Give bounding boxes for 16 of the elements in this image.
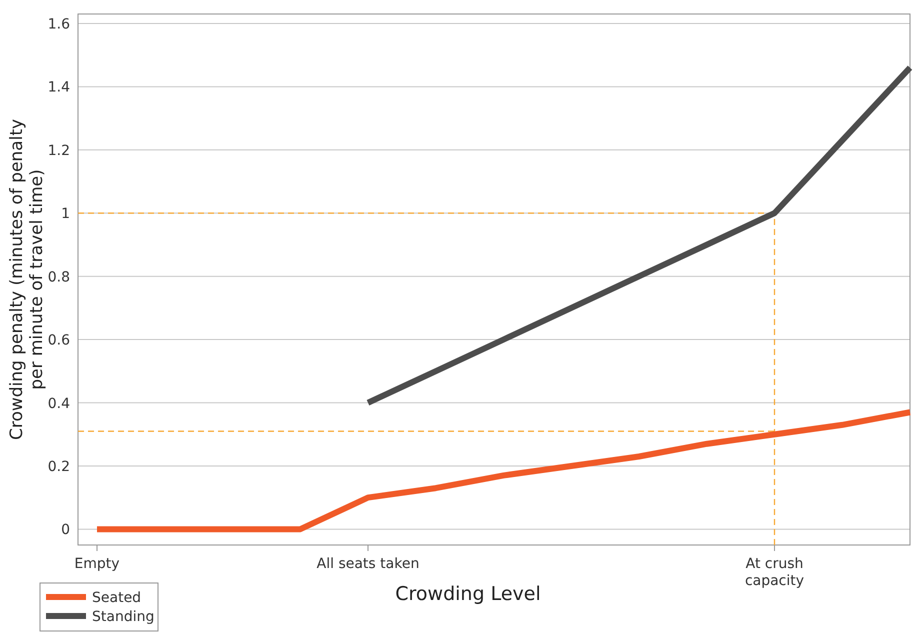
y-tick-label: 0.8: [48, 269, 70, 286]
legend-label: Standing: [92, 609, 154, 625]
x-tick-label: Empty: [74, 556, 120, 572]
y-axis-title: Crowding penalty (minutes of penalty per minute of travel time): [7, 118, 47, 440]
y-tick-label: 1: [61, 206, 70, 222]
y-tick-label: 0.2: [48, 458, 70, 475]
y-tick-label: 0.6: [48, 332, 70, 349]
y-tick-label: 1.2: [48, 142, 70, 159]
y-tick-label: 1.6: [48, 16, 70, 32]
y-tick-label: 0.4: [48, 396, 70, 412]
y-tick-label: 1.4: [48, 80, 70, 96]
y-tick-label: 0: [61, 522, 70, 538]
legend-label: Seated: [92, 590, 142, 606]
x-tick-label: At crush capacity: [744, 556, 804, 589]
x-axis-title: Crowding Level: [395, 583, 541, 605]
x-tick-label: All seats taken: [316, 556, 420, 572]
